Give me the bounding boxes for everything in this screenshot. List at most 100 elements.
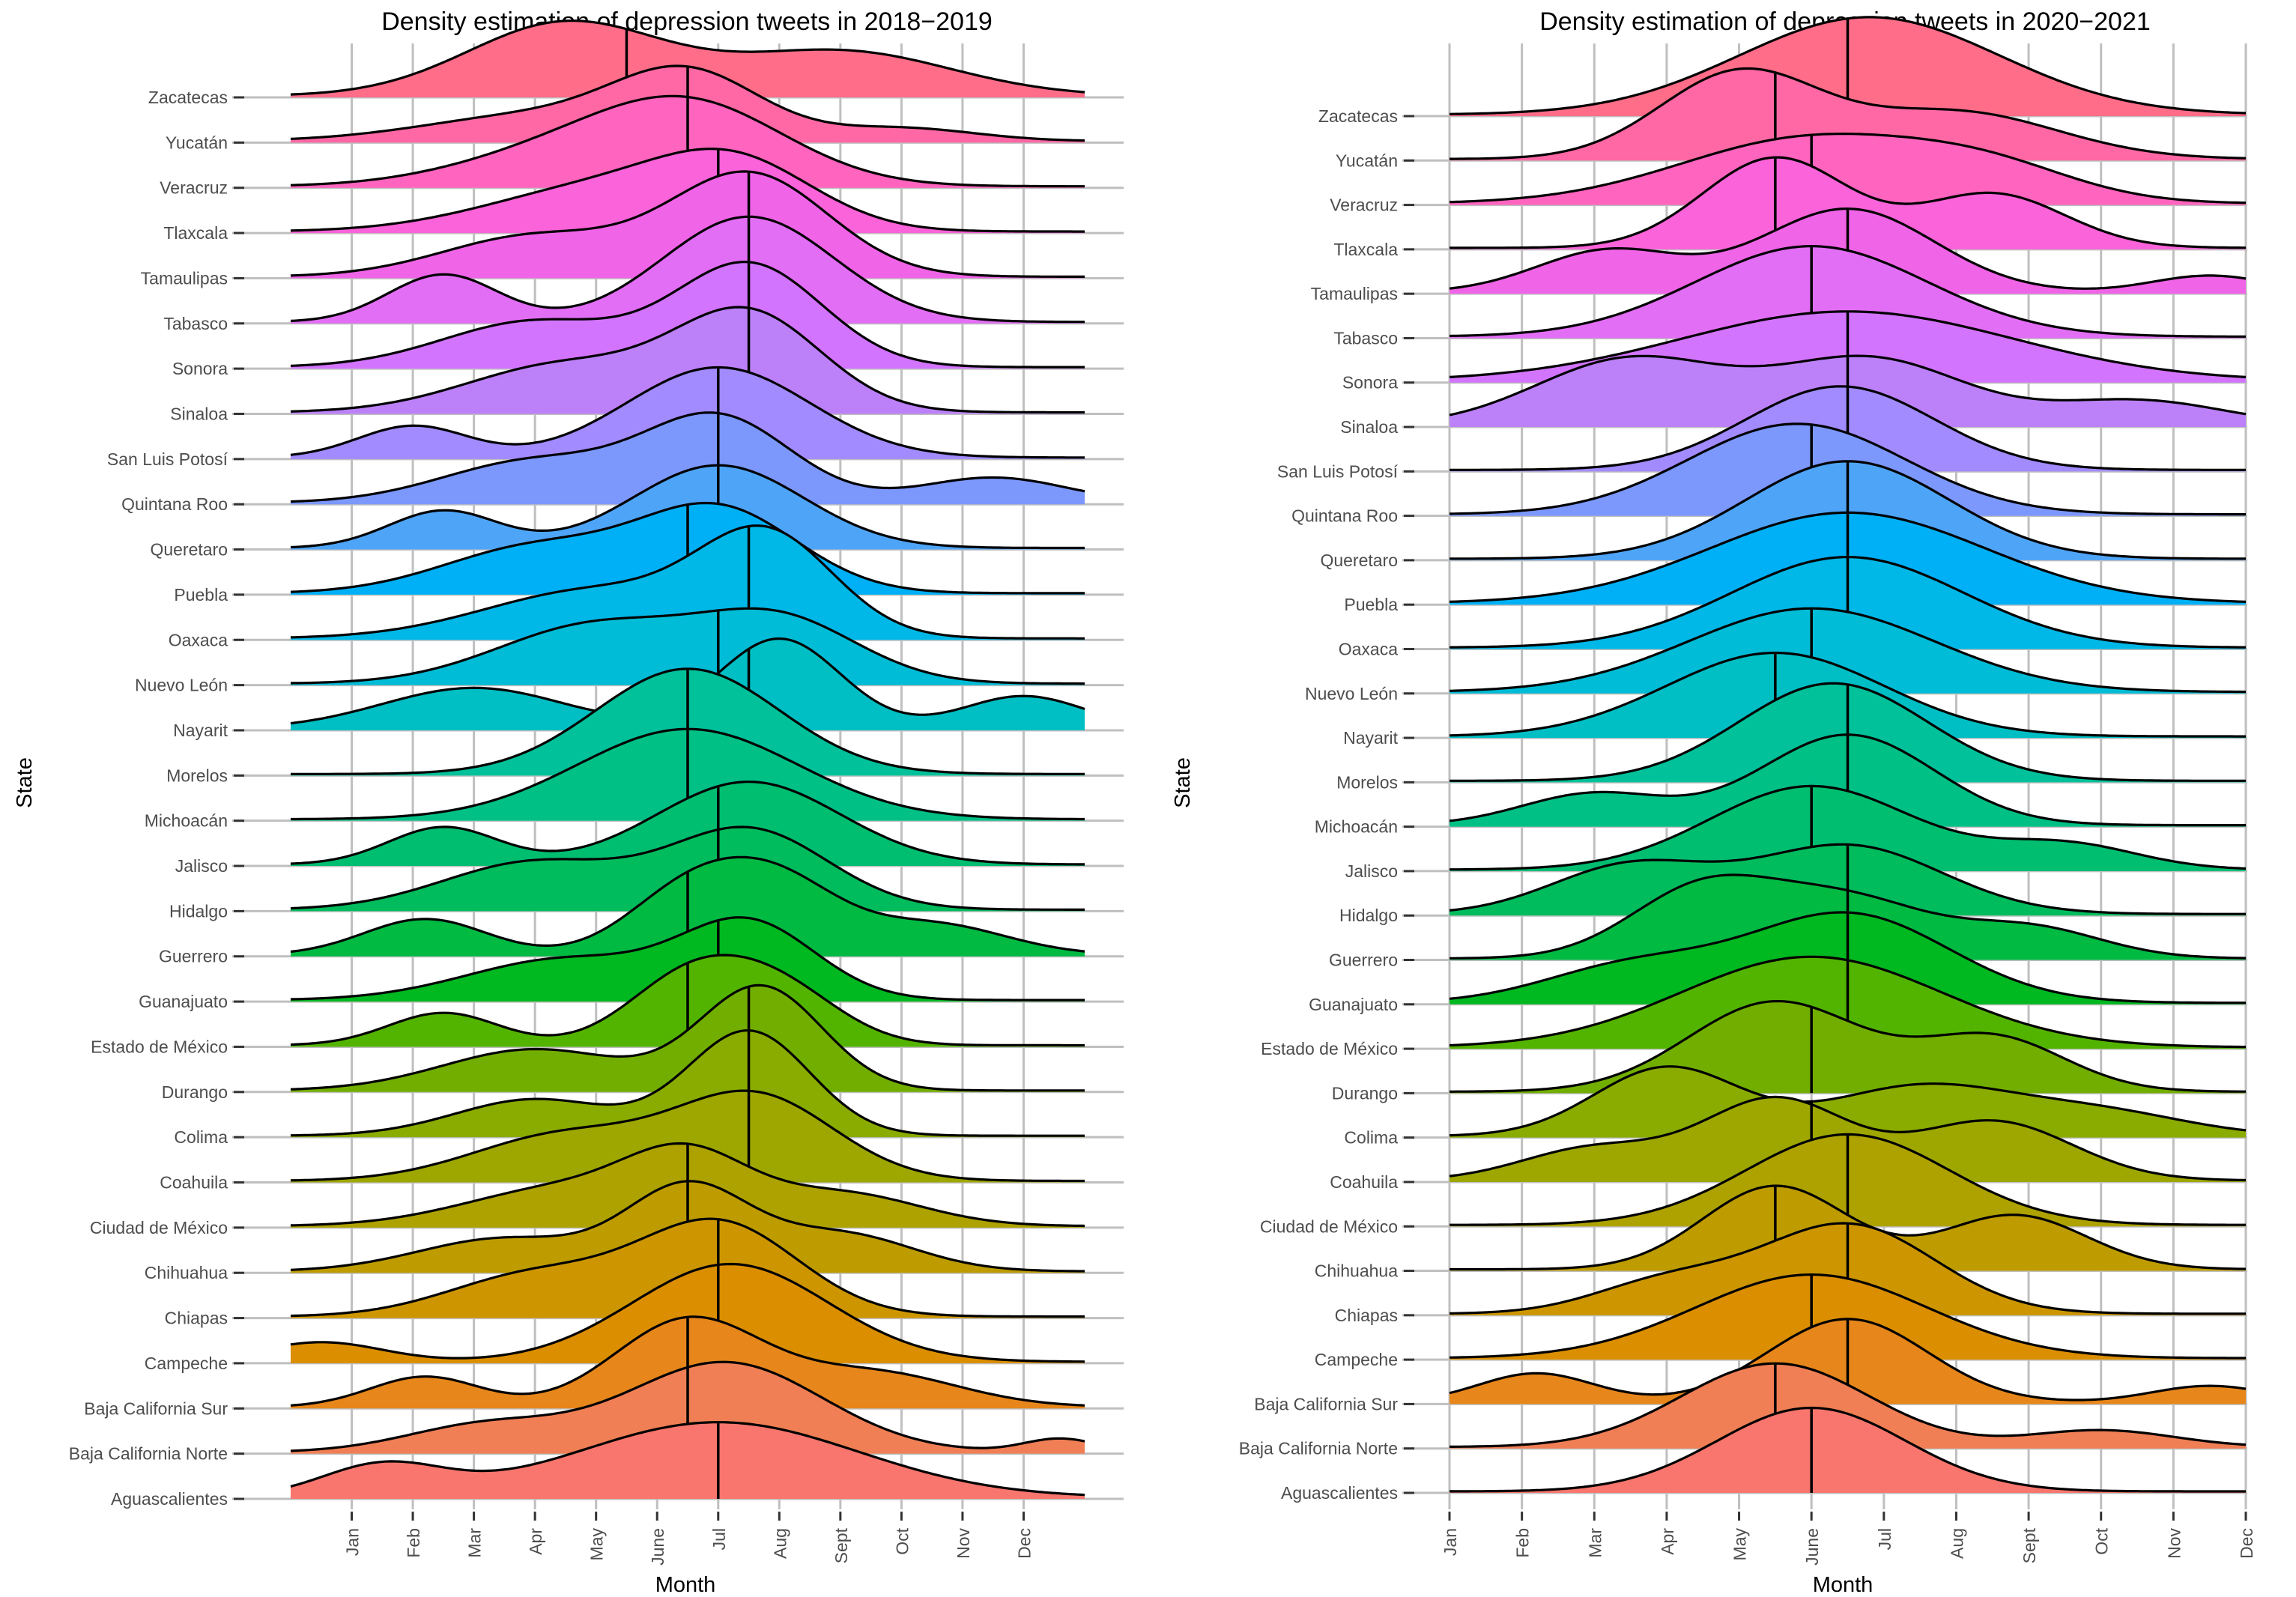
y-label-quintana-roo: Quintana Roo <box>1291 506 1398 526</box>
ridge-line-tamaulipas <box>1449 207 2247 290</box>
ridge-line-colima <box>1449 1065 2247 1137</box>
x-label-nov: Nov <box>2164 1528 2184 1559</box>
x-label-dec: Dec <box>1014 1528 1034 1559</box>
ridge-area-hidalgo <box>291 827 1085 912</box>
x-label-june: June <box>648 1528 667 1566</box>
ridge-area-baja-california-norte <box>1450 1363 2246 1449</box>
ridge-area-durango <box>291 985 1085 1092</box>
ridge-line-durango <box>290 984 1085 1092</box>
x-label-jul: Jul <box>1875 1528 1894 1550</box>
x-label-oct: Oct <box>2092 1527 2112 1554</box>
ridge-area-nuevo-leon <box>1450 608 2246 694</box>
ridge-area-colima <box>291 1030 1085 1138</box>
ridge-line-campeche <box>1449 1273 2246 1360</box>
y-label-veracruz: Veracruz <box>1330 196 1398 215</box>
x-axis-labels: Jan Feb Mar Apr May June Jul Aug Sept Oct Nov Dec <box>343 1512 1034 1566</box>
ridge-aguascalientes <box>1450 1406 2246 1493</box>
x-label-aug: Aug <box>770 1528 790 1559</box>
y-label-tlaxcala: Tlaxcala <box>163 223 228 243</box>
ridge-area-aguascalientes <box>291 1422 1085 1499</box>
y-label-coahuila: Coahuila <box>160 1173 228 1193</box>
x-label-jul: Jul <box>709 1528 729 1550</box>
ridge-line-sinaloa <box>290 306 1085 414</box>
ridge-line-michoacan <box>1449 733 2246 827</box>
ridge-line-oaxaca <box>290 524 1085 640</box>
ridge-line-nayarit <box>1449 651 2246 738</box>
ridge-line-zacatecas <box>290 19 1085 96</box>
y-label-coahuila: Coahuila <box>1330 1172 1398 1192</box>
ridge-line-tlaxcala <box>290 148 1085 233</box>
ridge-line-san-luis-potosi <box>290 366 1085 459</box>
y-label-zacatecas: Zacatecas <box>1318 106 1398 126</box>
ridge-area-jalisco <box>291 781 1085 867</box>
ridge-line-nuevo-leon <box>1449 607 2247 694</box>
y-label-puebla: Puebla <box>1344 595 1398 614</box>
y-axis-labels: Aguascalientes Baja California Norte Baja … <box>69 88 244 1509</box>
y-label-sinaloa: Sinaloa <box>170 404 228 423</box>
y-label-aguascalientes: Aguascalientes <box>1281 1483 1398 1503</box>
y-label-campeche: Campeche <box>145 1354 228 1373</box>
ridge-line-baja-california-sur <box>290 1315 1085 1407</box>
ridge-line-ciudad-de-mexico <box>1450 1133 2246 1226</box>
x-label-feb: Feb <box>404 1528 423 1558</box>
ridge-area-tamaulipas <box>291 171 1085 279</box>
y-label-san-luis-potosi: San Luis Potosí <box>1277 461 1399 481</box>
ridge-area-aguascalientes <box>1450 1407 2246 1493</box>
y-label-tabasco: Tabasco <box>163 314 228 333</box>
ridge-line-chihuahua <box>1450 1184 2247 1271</box>
ridge-line-baja-california-norte <box>1450 1362 2247 1448</box>
ridge-line-coahuila <box>1449 1095 2247 1182</box>
ridge-line-quintana-roo <box>1449 422 2246 516</box>
y-label-queretaro: Queretaro <box>1320 551 1398 570</box>
ridge-line-tabasco <box>290 215 1085 324</box>
ridge-area-jalisco <box>1450 786 2246 871</box>
y-label-yucatan: Yucatán <box>1336 151 1398 170</box>
y-label-quintana-roo: Quintana Roo <box>121 494 228 514</box>
ridge-area-campeche <box>291 1264 1085 1363</box>
ridge-line-tlaxcala <box>1450 156 2246 249</box>
x-label-jan: Jan <box>343 1528 363 1556</box>
ridge-line-sonora <box>290 260 1085 369</box>
x-label-may: May <box>587 1528 607 1561</box>
ridge-line-campeche <box>290 1262 1085 1363</box>
y-label-oaxaca: Oaxaca <box>169 630 228 649</box>
y-label-queretaro: Queretaro <box>150 540 228 560</box>
y-label-tlaxcala: Tlaxcala <box>1333 240 1398 259</box>
right-panel: Density estimation of depression tweets … <box>1171 7 2256 1597</box>
y-label-sinaloa: Sinaloa <box>1340 417 1398 437</box>
ridge-line-tabasco <box>1449 244 2246 338</box>
ridge-line-durango <box>1450 1000 2246 1093</box>
ridge-area-sonora <box>291 261 1085 369</box>
ridge-line-yucatan <box>290 64 1085 142</box>
ridge-area-sinaloa <box>291 307 1085 414</box>
y-label-baja-california-sur: Baja California Sur <box>1254 1394 1398 1413</box>
ridge-area-tlaxcala <box>1450 157 2246 249</box>
left-chart-title: Density estimation of depression tweets … <box>381 7 993 36</box>
ridge-line-aguascalientes <box>290 1421 1085 1497</box>
ridge-area-tabasco <box>1450 246 2246 339</box>
y-label-nayarit: Nayarit <box>173 721 228 740</box>
y-label-estado-de-mexico: Estado de México <box>91 1037 228 1056</box>
left-panel: Density estimation of depression tweets … <box>13 7 1124 1597</box>
x-label-june: June <box>1802 1528 1822 1566</box>
y-label-baja-california-norte: Baja California Norte <box>1239 1439 1398 1458</box>
y-label-ciudad-de-mexico: Ciudad de México <box>90 1218 228 1237</box>
ridge-line-yucatan <box>1450 67 2247 160</box>
ridge-line-jalisco <box>1450 784 2247 871</box>
y-label-aguascalientes: Aguascalientes <box>111 1489 228 1509</box>
ridge-aguascalientes <box>290 1421 1085 1499</box>
left-x-axis-title: Month <box>655 1573 716 1597</box>
y-label-michoacan: Michoacán <box>1315 817 1398 837</box>
y-label-nuevo-leon: Nuevo León <box>135 676 228 695</box>
x-label-mar: Mar <box>1585 1528 1605 1558</box>
x-label-sept: Sept <box>832 1527 851 1563</box>
y-label-hidalgo: Hidalgo <box>169 901 228 921</box>
y-label-colima: Colima <box>174 1127 228 1147</box>
y-label-morelos: Morelos <box>1336 772 1398 792</box>
x-label-mar: Mar <box>465 1528 485 1558</box>
ridge-line-sinaloa <box>1449 354 2247 416</box>
x-label-dec: Dec <box>2237 1528 2256 1559</box>
ridge-line-ciudad-de-mexico <box>290 1142 1085 1228</box>
ridge-area-tabasco <box>291 216 1085 324</box>
